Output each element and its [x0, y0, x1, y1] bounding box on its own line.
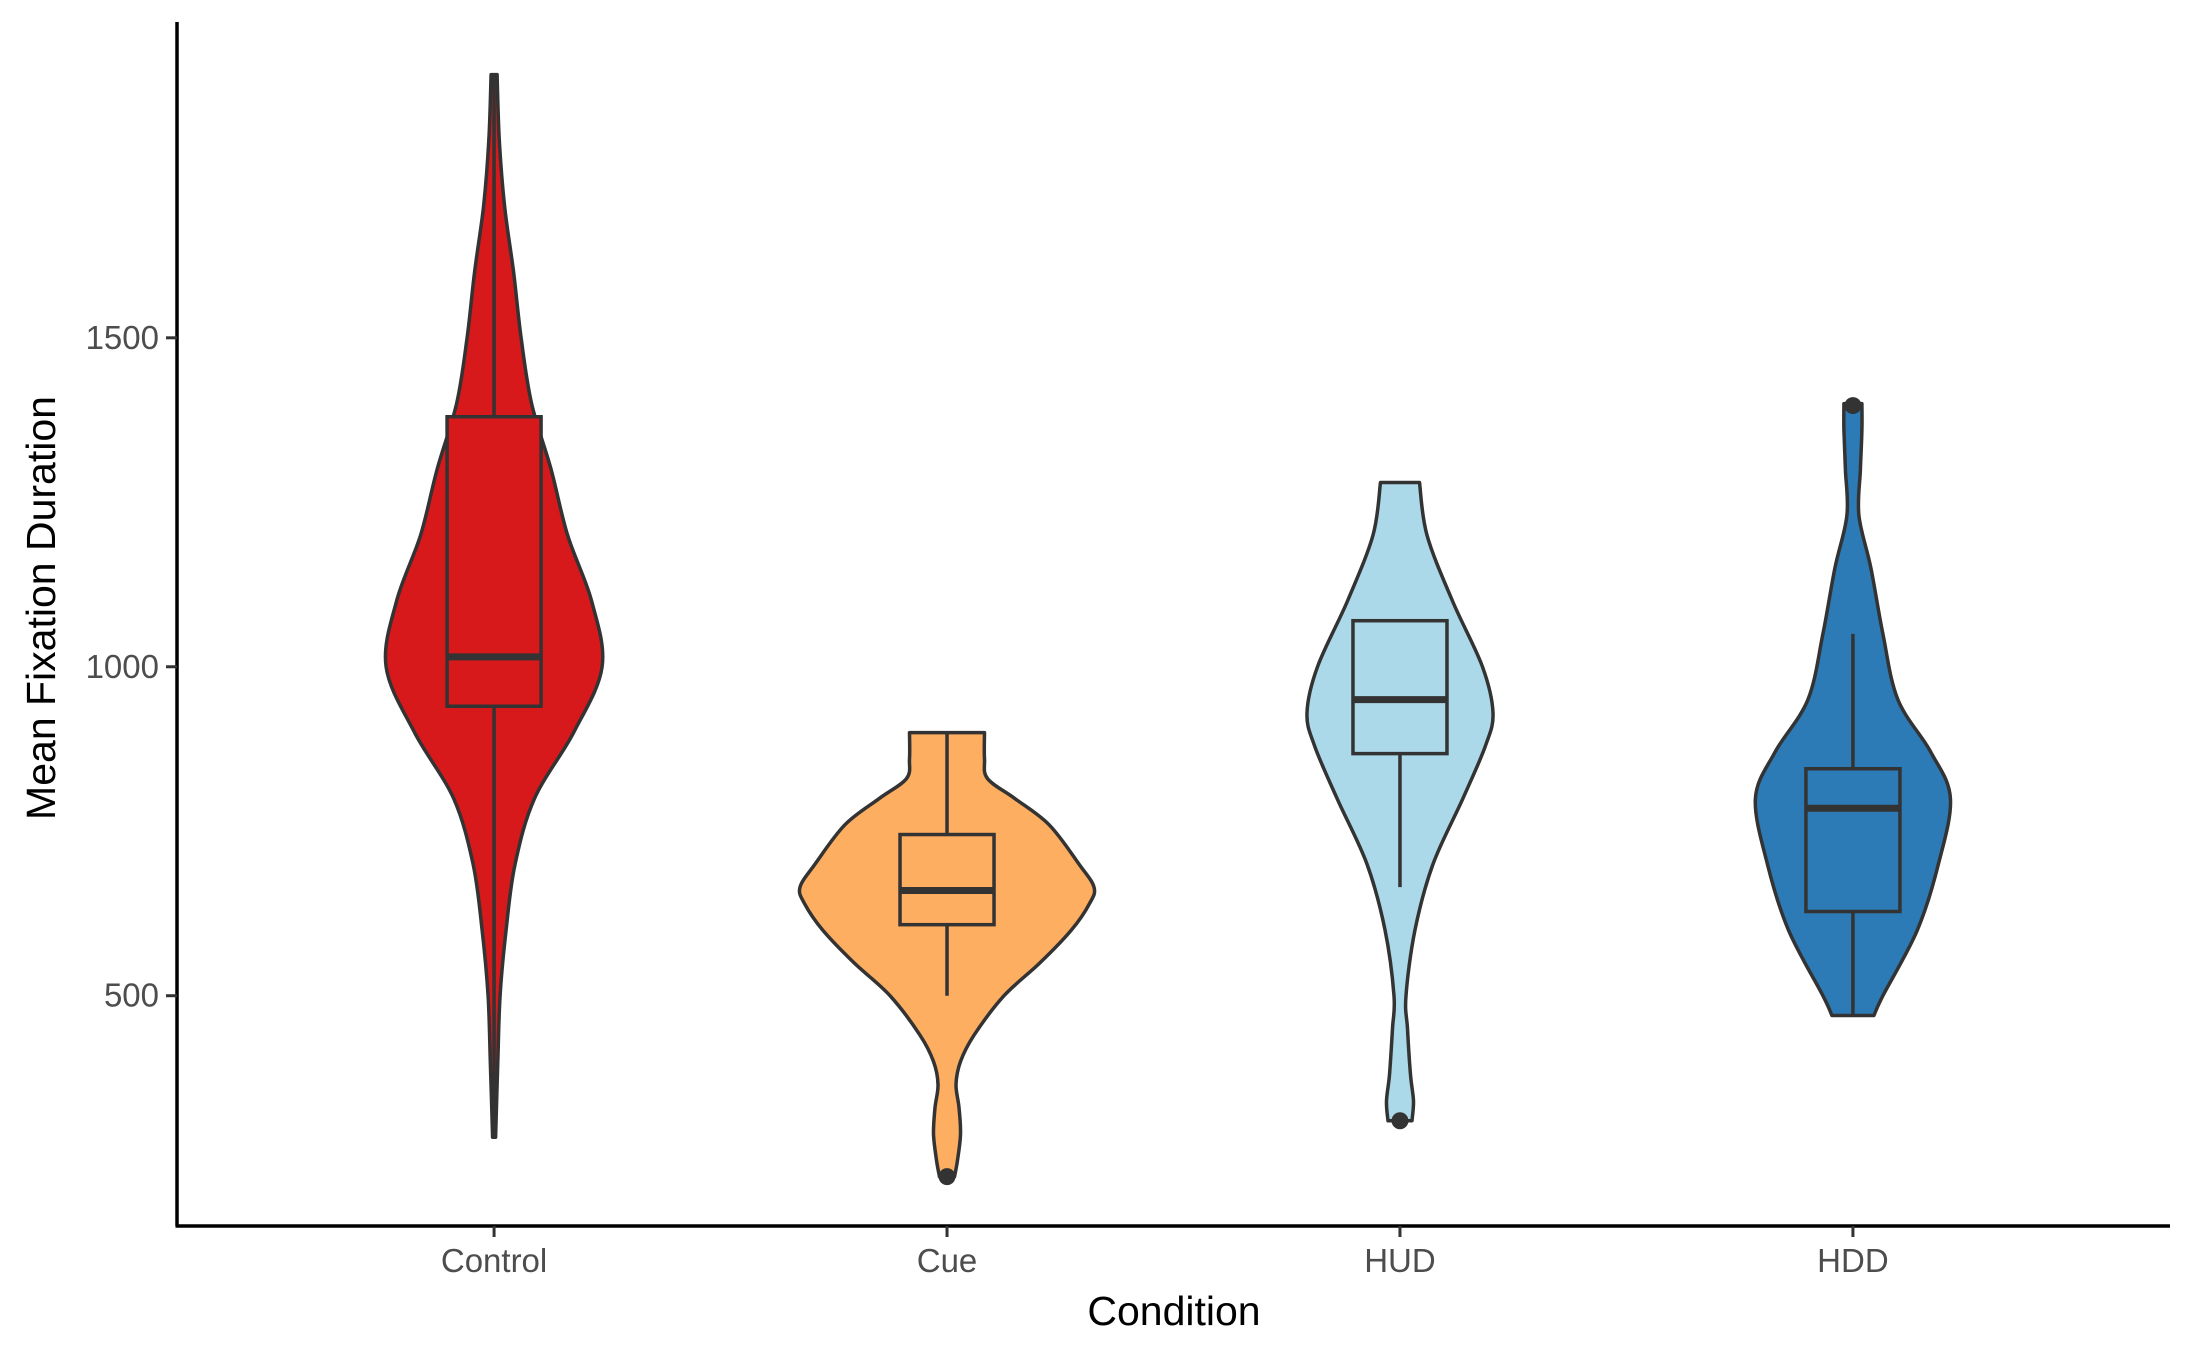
y-tick-label: 1000	[86, 648, 159, 685]
x-axis-title: Condition	[1087, 1288, 1260, 1334]
x-tick-label-hud: HUD	[1364, 1242, 1436, 1279]
x-tick-label-control: Control	[441, 1242, 547, 1279]
box-cue	[898, 832, 996, 927]
axes: 500 1000 1500 Control Cue HUD HDD	[86, 22, 2170, 1279]
box-layer	[445, 74, 1902, 1186]
y-axis-title: Mean Fixation Duration	[18, 396, 64, 820]
y-tick-label: 500	[104, 977, 159, 1014]
x-tick-label-cue: Cue	[917, 1242, 978, 1279]
box-hud	[1351, 618, 1449, 756]
outlier-point-hdd	[1844, 397, 1862, 415]
y-tick-label: 1500	[86, 319, 159, 356]
box-hdd	[1804, 766, 1902, 914]
box-control	[445, 415, 543, 708]
x-tick-label-hdd: HDD	[1817, 1242, 1889, 1279]
outlier-point-cue	[938, 1168, 956, 1186]
outlier-point-hud	[1391, 1112, 1409, 1130]
violin-layer	[383, 72, 1953, 1179]
